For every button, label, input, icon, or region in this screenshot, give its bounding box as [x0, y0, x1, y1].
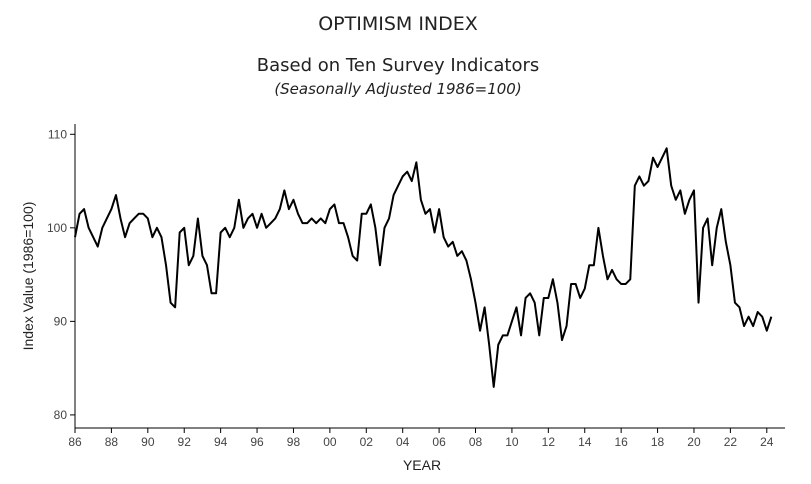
x-tick-label: 90 [141, 435, 155, 449]
x-tick-label: 22 [724, 435, 738, 449]
x-tick-label: 12 [542, 435, 556, 449]
y-tick-label: 100 [47, 221, 67, 235]
x-axis-label: YEAR [403, 457, 441, 473]
y-tick-label: 90 [54, 314, 68, 328]
x-tick-label: 10 [505, 435, 519, 449]
chart-subtitle: Based on Ten Survey Indicators [257, 55, 540, 76]
chart-title: OPTIMISM INDEX [318, 13, 478, 35]
x-tick-label: 20 [687, 435, 701, 449]
y-tick-label: 110 [48, 127, 67, 141]
x-tick-label: 16 [614, 435, 628, 449]
y-tick-label: 80 [54, 408, 68, 422]
y-axis-label: Index Value (1986=100) [20, 202, 36, 351]
x-tick-label: 92 [178, 435, 192, 449]
x-tick-label: 06 [432, 435, 446, 449]
data-line [74, 147, 773, 388]
x-tick-label: 96 [250, 435, 264, 449]
x-tick-label: 98 [287, 435, 301, 449]
x-tick-label: 04 [396, 435, 410, 449]
x-tick-label: 18 [651, 435, 665, 449]
x-tick-label: 00 [323, 435, 337, 449]
x-tick-label: 86 [68, 435, 82, 449]
x-tick-label: 88 [105, 435, 119, 449]
x-tick-label: 14 [578, 435, 592, 449]
chart-note: (Seasonally Adjusted 1986=100) [274, 80, 521, 98]
x-tick-label: 02 [360, 435, 374, 449]
x-tick-label: 24 [760, 435, 774, 449]
x-tick-label: 08 [469, 435, 483, 449]
x-tick-label: 94 [214, 435, 228, 449]
